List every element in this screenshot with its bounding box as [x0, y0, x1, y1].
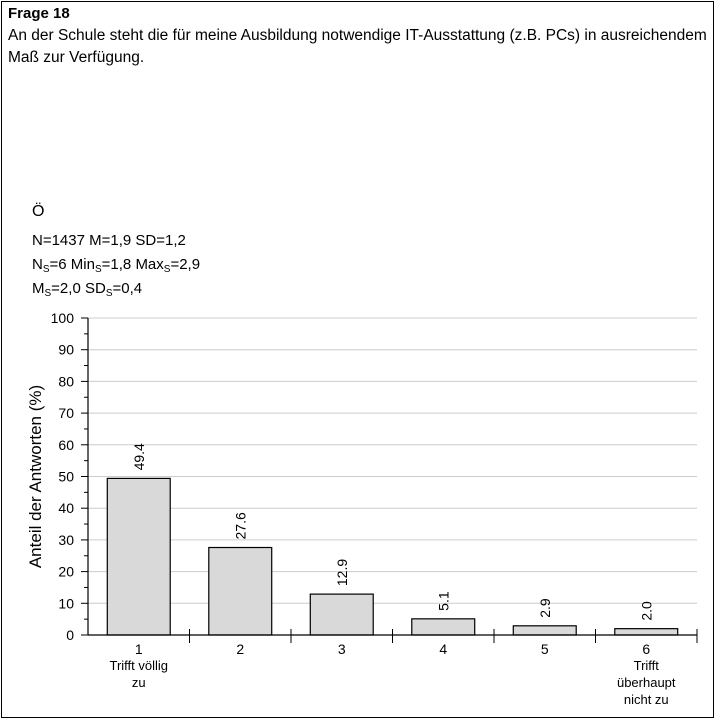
y-tick-label: 60	[58, 437, 74, 453]
bar-value-label: 49.4	[131, 443, 147, 470]
stat-ms-prefix: M	[32, 280, 45, 297]
bar-value-label: 2.9	[537, 598, 553, 618]
y-tick-label: 90	[58, 342, 74, 358]
stats-line-schools: NS=6 MinS=1,8 MaxS=2,9	[32, 256, 201, 275]
bar-value-label: 2.0	[638, 601, 654, 621]
x-tick-label: 4	[439, 641, 447, 657]
stat-sds-prefix: SD	[84, 280, 106, 297]
y-axis-label: Anteil der Antworten (%)	[26, 385, 45, 568]
bar	[411, 618, 476, 636]
x-tick-label: 2	[236, 641, 244, 657]
y-tick-label: 50	[58, 469, 74, 485]
stats-line-overall: N=1437 M=1,9 SD=1,2	[32, 232, 186, 249]
x-category-sublabel: nicht zu	[624, 692, 669, 707]
bar-value-label: 12.9	[334, 559, 350, 586]
y-tick-label: 80	[58, 373, 74, 389]
stats-line-school-means: MS=2,0 SDS=0,4	[32, 280, 143, 299]
x-category-sublabel: zu	[132, 675, 146, 690]
stat-min-prefix: Min	[70, 256, 95, 273]
x-tick-label: 6	[642, 641, 650, 657]
stat-min-value: =1,8	[101, 256, 132, 273]
question-number: Frage 18	[8, 5, 70, 22]
bar-value-label: 5.1	[435, 591, 451, 611]
x-tick-label: 1	[135, 641, 143, 657]
stat-max-value: =2,9	[170, 256, 201, 273]
stat-max-prefix: Max	[135, 256, 164, 273]
bar-value-label: 27.6	[232, 512, 248, 539]
x-tick-label: 3	[338, 641, 346, 657]
bar	[309, 593, 374, 636]
y-tick-label: 10	[58, 595, 74, 611]
question-text: An der Schule steht die für meine Ausbil…	[8, 27, 707, 66]
x-category-sublabel: Trifft völlig	[109, 658, 168, 673]
stat-ns-value: =6	[49, 256, 67, 273]
stat-mean: M=1,9	[89, 232, 132, 249]
stat-ns-prefix: N	[32, 256, 43, 273]
y-tick-label: 0	[66, 627, 74, 643]
x-category-sublabel: überhaupt	[617, 675, 676, 690]
y-tick-label: 30	[58, 532, 74, 548]
stat-sd: SD=1,2	[135, 232, 186, 249]
stat-sds-value: =0,4	[112, 280, 143, 297]
bar	[512, 625, 577, 636]
y-tick-label: 100	[51, 310, 75, 326]
bar	[614, 628, 679, 636]
stat-sds-subscript: S	[105, 288, 113, 299]
y-tick-label: 20	[58, 564, 74, 580]
x-tick-label: 5	[541, 641, 549, 657]
y-tick-label: 40	[58, 500, 74, 516]
sample-label: Ö	[32, 203, 45, 220]
stat-min-subscript: S	[94, 264, 102, 275]
y-tick-label: 70	[58, 405, 74, 421]
stat-ms-subscript: S	[44, 288, 52, 299]
stat-max-subscript: S	[163, 264, 171, 275]
stat-n: N=1437	[32, 232, 85, 249]
stat-ns-subscript: S	[42, 264, 50, 275]
bar	[106, 477, 171, 636]
stat-ms-value: =2,0	[51, 280, 81, 297]
bar	[208, 546, 273, 636]
x-category-sublabel: Trifft	[634, 658, 660, 673]
